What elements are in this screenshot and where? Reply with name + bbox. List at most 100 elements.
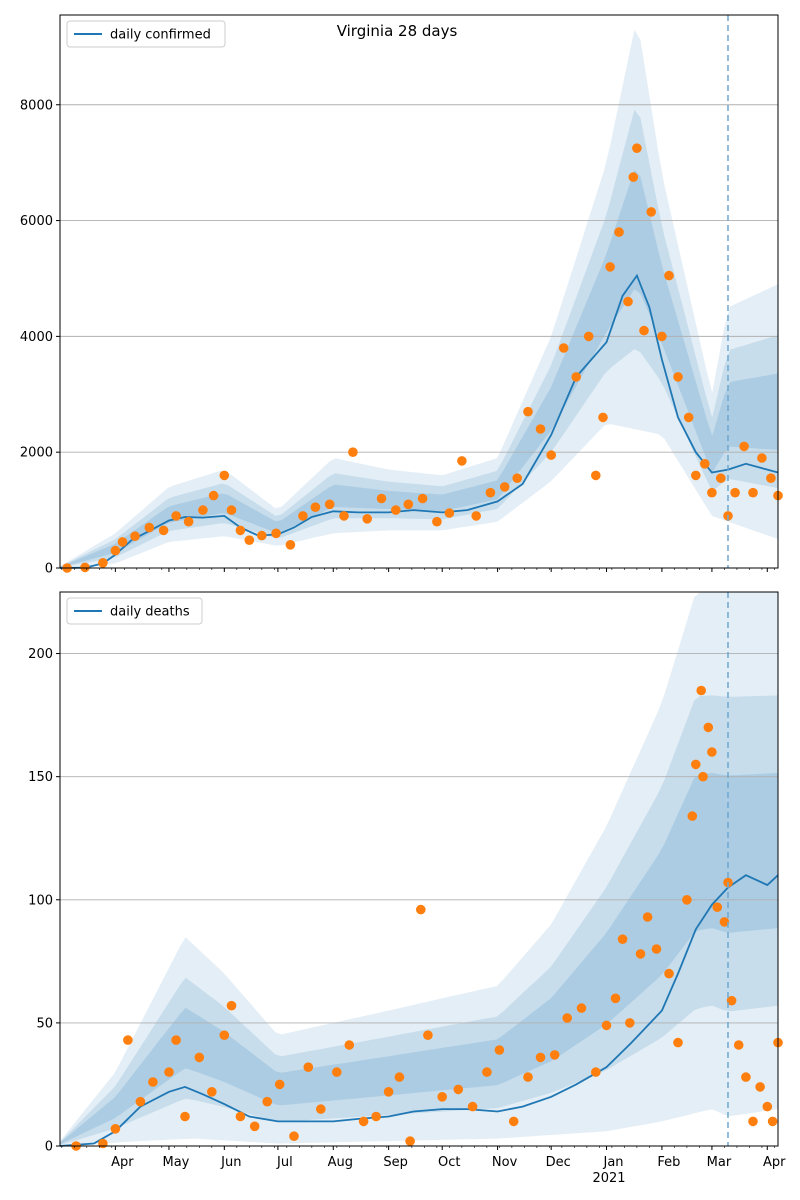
scatter-point (766, 473, 776, 484)
uncertainty-band-1 (60, 109, 778, 568)
scatter-point (244, 535, 255, 545)
scatter-point (512, 473, 522, 484)
scatter-point (571, 372, 581, 382)
x-axis-year-label: 2021 (592, 1171, 625, 1186)
scatter-point (733, 1040, 744, 1050)
scatter-point (508, 1116, 519, 1127)
scatter-point (499, 482, 510, 492)
scatter-point (523, 406, 533, 417)
scatter-point (748, 1116, 758, 1127)
scatter-point (625, 1018, 635, 1028)
x-tick-label: Jul (276, 1155, 293, 1170)
y-tick-label: 200 (28, 647, 53, 662)
scatter-point (664, 968, 674, 979)
scatter-point (219, 470, 230, 481)
uncertainty-band-1 (60, 695, 778, 1145)
x-tick-label: Sep (383, 1155, 408, 1170)
scatter-point (344, 1040, 355, 1050)
scatter-point (110, 545, 121, 556)
scatter-point (310, 502, 321, 512)
x-tick-label: Apr (111, 1155, 134, 1170)
scatter-point (123, 1035, 133, 1045)
deaths-line-layer (59, 874, 779, 1147)
scatter-point (226, 1000, 237, 1011)
scatter-point (767, 1116, 778, 1127)
deaths-uncertainty-bands (60, 592, 778, 1146)
scatter-point (703, 722, 714, 733)
scatter-point (730, 487, 740, 498)
scatter-point (651, 944, 662, 954)
scatter-point (591, 470, 601, 481)
uncertainty-band-2 (60, 773, 778, 1145)
scatter-point (558, 343, 569, 353)
scatter-point (535, 1052, 546, 1063)
scatter-point (598, 412, 608, 423)
confirmed-uncertainty-bands (60, 29, 778, 569)
scatter-point (298, 511, 308, 521)
scatter-point (719, 917, 730, 927)
scatter-point (549, 1050, 560, 1060)
scatter-point (762, 1101, 773, 1112)
scatter-point (235, 1111, 246, 1122)
scatter-point (257, 530, 267, 541)
scatter-point (80, 562, 90, 573)
deaths-scatter-layer (71, 685, 783, 1151)
scatter-point (700, 459, 710, 469)
scatter-point (371, 1111, 381, 1122)
confirmed-plot-frame (59, 14, 779, 569)
scatter-point (416, 904, 426, 915)
scatter-point (657, 331, 667, 342)
scatter-point (432, 516, 442, 527)
series-line (59, 273, 779, 569)
y-tick-label: 0 (45, 562, 53, 577)
scatter-point (639, 325, 649, 336)
deaths-gridlines (60, 653, 778, 1024)
scatter-point (235, 525, 246, 536)
scatter-point (691, 759, 701, 770)
y-tick-label: 8000 (20, 98, 53, 113)
scatter-point (591, 1067, 601, 1077)
deaths-chart-panel: 0 50 100 150 200 Apr May Jun Jul Aug Sep Oct Nov Dec… (28, 591, 786, 1186)
scatter-point (632, 143, 642, 153)
scatter-point (110, 1124, 121, 1134)
scatter-point (635, 949, 646, 959)
confirmed-chart-panel: 0 2000 4000 6000 8000 Virginia 28 days daily… (20, 14, 783, 577)
confirmed-x-axis-ticks (61, 568, 775, 572)
x-tick-label: Apr (763, 1155, 786, 1170)
scatter-point (423, 1030, 433, 1040)
scatter-point (117, 537, 128, 547)
scatter-point (673, 1037, 683, 1048)
scatter-point (687, 811, 698, 821)
scatter-point (691, 470, 701, 481)
y-tick-label: 6000 (20, 214, 53, 229)
chart-title: Virginia 28 days (337, 22, 458, 40)
scatter-point (485, 487, 496, 498)
y-tick-label: 100 (28, 893, 53, 908)
scatter-point (391, 505, 401, 515)
scatter-point (748, 487, 758, 498)
deaths-x-axis: Apr May Jun Jul Aug Sep Oct Nov Dec Jan Feb Mar Apr (61, 1146, 786, 1170)
scatter-point (601, 1020, 612, 1031)
confirmed-scatter-layer (62, 143, 783, 573)
scatter-point (376, 493, 387, 504)
scatter-point (757, 453, 767, 463)
scatter-point (249, 1121, 260, 1132)
confirmed-y-axis: 0 2000 4000 6000 8000 (20, 98, 60, 577)
y-tick-label: 50 (36, 1016, 53, 1031)
scatter-point (180, 1111, 190, 1122)
y-tick-label: 0 (45, 1140, 53, 1155)
scatter-point (755, 1082, 765, 1092)
deaths-y-axis: 0 50 100 150 200 (28, 647, 60, 1155)
scatter-point (646, 207, 656, 217)
scatter-point (583, 331, 594, 342)
y-tick-label: 2000 (20, 446, 53, 461)
scatter-point (628, 172, 639, 182)
scatter-point (148, 1077, 158, 1087)
x-tick-label: Oct (438, 1155, 460, 1170)
scatter-point (394, 1072, 405, 1082)
scatter-point (183, 516, 194, 527)
deaths-plot-frame (59, 591, 779, 1147)
scatter-point (623, 296, 633, 307)
scatter-point (219, 1030, 230, 1040)
